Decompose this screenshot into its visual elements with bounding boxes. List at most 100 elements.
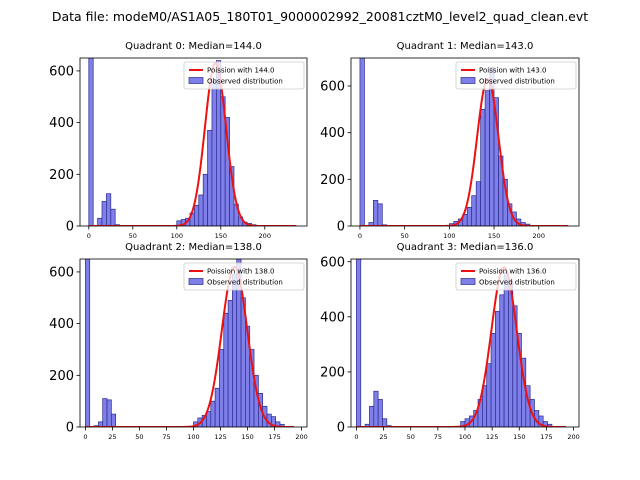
legend-curve-label: Poission with 144.0 bbox=[207, 67, 275, 75]
x-tick-label: 125 bbox=[214, 433, 226, 441]
histogram-bar bbox=[207, 130, 213, 226]
x-tick-label: 50 bbox=[129, 232, 137, 240]
histogram-bar bbox=[101, 201, 107, 226]
legend-hist-label: Observed distribution bbox=[479, 279, 555, 287]
legend-hist-label: Observed distribution bbox=[479, 78, 555, 86]
histogram-bar bbox=[382, 418, 388, 427]
y-tick-label: 400 bbox=[320, 126, 345, 141]
histogram-bar bbox=[466, 206, 473, 226]
x-tick-label: 100 bbox=[171, 232, 183, 240]
histogram-bar bbox=[211, 80, 217, 226]
quadrant-3-legend: Poission with 136.0 Observed distribution bbox=[455, 262, 577, 291]
histogram-bar bbox=[202, 173, 208, 226]
histogram-bar bbox=[97, 217, 103, 226]
x-tick-label: 0 bbox=[354, 433, 358, 441]
histogram-bar bbox=[377, 399, 383, 427]
x-tick-label: 150 bbox=[488, 232, 500, 240]
histogram-bar bbox=[214, 387, 220, 427]
x-tick-label: 150 bbox=[513, 433, 525, 441]
quadrant-2-title: Quadrant 2: Median=138.0 bbox=[125, 242, 262, 253]
x-tick-label: 100 bbox=[459, 433, 471, 441]
y-tick-label: 600 bbox=[49, 64, 74, 79]
y-tick-label: 600 bbox=[49, 265, 74, 280]
quadrant-1-panel: 0 50 100 150 200 0 200 400 600 Quadrant 1: Median… bbox=[320, 41, 580, 240]
quadrant-1-title: Quadrant 1: Median=143.0 bbox=[397, 41, 534, 52]
histogram-bar bbox=[490, 333, 496, 427]
histogram-bar bbox=[373, 199, 379, 226]
x-tick-label: 200 bbox=[533, 232, 545, 240]
subplots-grid: 0 50 100 150 200 0 200 400 600 Quadrant 0: Median… bbox=[49, 41, 580, 441]
x-tick-label: 200 bbox=[259, 232, 271, 240]
y-tick-label: 0 bbox=[66, 220, 74, 235]
quadrant-3-title: Quadrant 3: Median=136.0 bbox=[397, 242, 534, 253]
legend-curve-label: Poission with 138.0 bbox=[207, 268, 275, 276]
x-tick-label: 50 bbox=[407, 433, 415, 441]
histogram-bar bbox=[377, 203, 383, 226]
histogram-bar bbox=[356, 259, 362, 427]
legend-hist-swatch bbox=[188, 77, 204, 84]
legend-curve-label: Poission with 143.0 bbox=[479, 67, 547, 75]
histogram-bar bbox=[106, 399, 112, 427]
x-tick-label: 25 bbox=[108, 433, 116, 441]
x-tick-label: 200 bbox=[567, 433, 579, 441]
legend-hist-swatch bbox=[188, 278, 204, 285]
x-tick-label: 0 bbox=[83, 433, 87, 441]
histogram-bar bbox=[106, 193, 112, 226]
histogram-bar bbox=[373, 390, 379, 427]
histogram-bar bbox=[85, 259, 91, 427]
histogram-bar bbox=[484, 90, 490, 226]
quadrant-0-title: Quadrant 0: Median=144.0 bbox=[125, 41, 262, 52]
poisson-curve bbox=[356, 266, 566, 427]
x-tick-label: 0 bbox=[358, 232, 362, 240]
histogram-bar bbox=[210, 400, 216, 427]
histogram-bar bbox=[110, 208, 116, 226]
x-tick-label: 50 bbox=[135, 433, 143, 441]
histogram-bar bbox=[102, 398, 108, 427]
histogram-bar bbox=[369, 405, 375, 427]
y-tick-label: 400 bbox=[320, 310, 345, 325]
histogram-bar bbox=[503, 272, 509, 427]
legend-box bbox=[455, 61, 577, 90]
legend-curve-label: Poission with 136.0 bbox=[479, 268, 547, 276]
quadrant-2-legend: Poission with 138.0 Observed distribution bbox=[183, 262, 305, 291]
histogram-bar bbox=[227, 300, 233, 427]
legend-hist-swatch bbox=[460, 278, 476, 285]
histogram-bar bbox=[194, 204, 200, 226]
x-tick-label: 200 bbox=[295, 433, 307, 441]
histogram-bar bbox=[88, 58, 94, 226]
x-tick-label: 100 bbox=[443, 232, 455, 240]
quadrant-1-legend: Poission with 143.0 Observed distribution bbox=[455, 61, 577, 90]
y-tick-label: 200 bbox=[320, 365, 345, 380]
histogram-bar bbox=[232, 274, 238, 427]
histogram-bar bbox=[223, 312, 229, 427]
y-tick-label: 0 bbox=[66, 421, 74, 436]
histogram-bar bbox=[359, 58, 365, 226]
x-tick-label: 75 bbox=[434, 433, 442, 441]
y-tick-label: 400 bbox=[49, 317, 74, 332]
x-tick-label: 150 bbox=[241, 433, 253, 441]
y-tick-label: 200 bbox=[49, 168, 74, 183]
histogram-bar bbox=[499, 294, 505, 427]
x-tick-label: 100 bbox=[187, 433, 199, 441]
y-tick-label: 600 bbox=[320, 255, 345, 270]
quadrant-3-panel: 0 25 50 75 100 125 150 175 200 0 200 400 600 Quadrant… bbox=[320, 242, 580, 441]
x-tick-label: 175 bbox=[540, 433, 552, 441]
quadrant-2-panel: 0 25 50 75 100 125 150 175 200 0 200 400 600 Quadrant… bbox=[49, 242, 308, 441]
legend-hist-label: Observed distribution bbox=[207, 279, 283, 287]
y-tick-label: 0 bbox=[337, 421, 345, 436]
figure-title: Data file: modeM0/AS1A05_180T01_90000029… bbox=[52, 9, 588, 24]
legend-box bbox=[183, 61, 305, 90]
histogram-bar bbox=[110, 413, 117, 427]
histogram-bar bbox=[475, 181, 481, 226]
y-tick-label: 600 bbox=[320, 80, 345, 95]
y-tick-label: 200 bbox=[320, 173, 345, 188]
legend-hist-swatch bbox=[460, 77, 476, 84]
x-tick-label: 50 bbox=[401, 232, 409, 240]
x-tick-label: 75 bbox=[162, 433, 170, 441]
y-tick-label: 0 bbox=[337, 220, 345, 235]
legend-hist-label: Observed distribution bbox=[207, 78, 283, 86]
histogram-bar bbox=[480, 108, 486, 226]
x-tick-label: 150 bbox=[215, 232, 227, 240]
quadrant-1-axes-frame bbox=[350, 57, 580, 227]
